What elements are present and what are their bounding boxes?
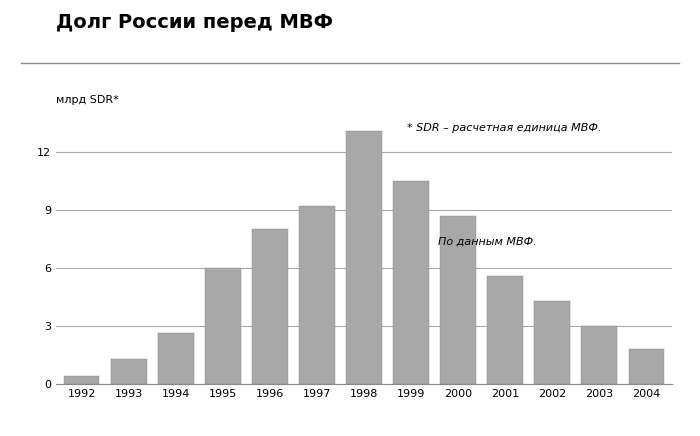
Bar: [252, 229, 288, 384]
Bar: [393, 181, 428, 384]
Bar: [629, 349, 664, 384]
Bar: [487, 276, 523, 384]
Bar: [64, 376, 99, 384]
Bar: [440, 216, 476, 384]
Bar: [205, 268, 241, 384]
Bar: [158, 334, 193, 384]
Text: По данным МВФ.: По данным МВФ.: [438, 236, 537, 246]
Text: * SDR – расчетная единица МВФ.: * SDR – расчетная единица МВФ.: [407, 123, 601, 133]
Bar: [300, 206, 335, 384]
Text: Долг России перед МВФ: Долг России перед МВФ: [56, 13, 333, 32]
Text: млрд SDR*: млрд SDR*: [56, 95, 119, 105]
Bar: [111, 358, 146, 384]
Bar: [346, 131, 382, 384]
Bar: [535, 301, 570, 384]
Bar: [582, 326, 617, 384]
